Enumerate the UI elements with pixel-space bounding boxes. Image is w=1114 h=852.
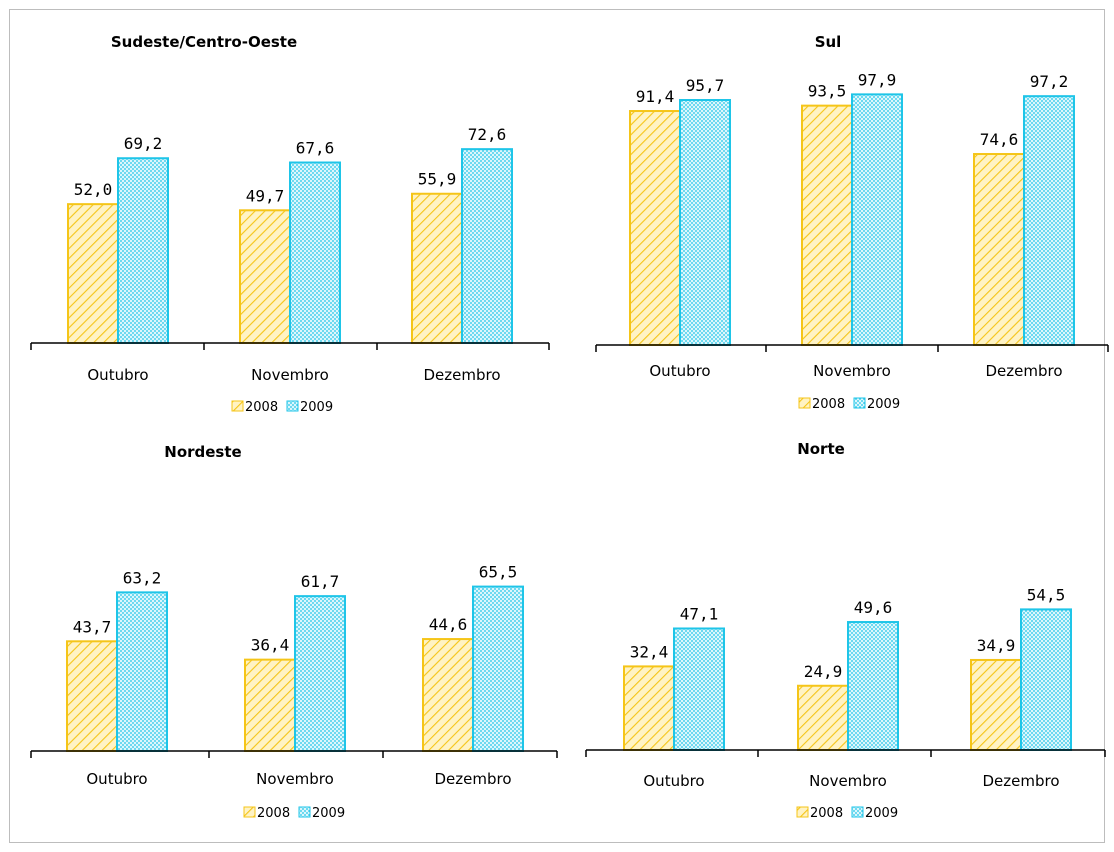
category-label: Outubro [643,772,704,790]
legend-label: 2009 [865,806,898,821]
chart-panel-norte: Norte 32,4 24,9 34,9 47,1 49,6 54,5 Outubro Nove… [585,440,1106,821]
bar-2009-dezembro [1023,95,1075,346]
category-label: Novembro [251,366,329,384]
bar-2008-outubro [67,203,119,344]
category-label: Outubro [86,770,147,788]
category-label: Novembro [809,772,887,790]
data-label: 65,5 [479,563,518,582]
bar-2008-outubro [623,665,675,752]
data-label: 34,9 [977,636,1016,655]
category-label: Dezembro [423,366,500,384]
data-label: 97,2 [1030,72,1069,91]
bar-2008-novembro [801,104,853,346]
chart-title: Sul [815,33,842,51]
chart-title: Sudeste/Centro-Oeste [111,33,297,51]
bar-2008-outubro [66,640,118,752]
bar-2009-outubro [116,591,168,752]
chart-frame [9,9,1105,843]
data-label: 55,9 [418,170,457,189]
data-label: 43,7 [73,617,112,636]
bar-2008-outubro [629,110,681,346]
bar-2009-novembro [851,93,903,346]
bar-2008-dezembro [970,658,1022,751]
legend-label: 2008 [245,400,278,415]
data-label: 52,0 [74,180,113,199]
category-label: Dezembro [985,362,1062,380]
bar-2009-dezembro [472,585,524,752]
bar-2009-outubro [117,157,169,344]
data-label: 61,7 [301,572,340,591]
legend-swatch-2008 [231,400,244,412]
chart-panel-sul: Sul 91,4 93,5 74,6 95,7 97,9 97,2 Outubro Novemb… [595,33,1109,412]
data-label: 74,6 [980,130,1019,149]
bar-2009-dezembro [1020,608,1072,751]
legend-swatch-2009 [298,806,311,818]
data-label: 36,4 [251,636,290,655]
legend-label: 2009 [300,400,333,415]
bar-2008-novembro [239,209,291,344]
bar-2009-dezembro [461,148,513,344]
bar-2008-dezembro [973,153,1025,346]
legend-swatch-2009 [853,397,866,409]
legend-swatch-2008 [796,806,809,818]
data-label: 69,2 [124,134,163,153]
legend-swatch-2009 [851,806,864,818]
data-label: 95,7 [686,76,725,95]
bar-2008-novembro [797,684,849,751]
data-label: 24,9 [804,662,843,681]
bar-2009-novembro [847,621,899,751]
category-label: Dezembro [434,770,511,788]
bar-2009-novembro [289,161,341,344]
category-label: Novembro [813,362,891,380]
data-label: 32,4 [630,642,669,661]
data-label: 93,5 [808,82,847,101]
data-label: 91,4 [636,87,675,106]
legend-swatch-2009 [286,400,299,412]
chart-panel-sudeste: Sudeste/Centro-Oeste 52,0 49,7 55,9 69,2 67,6… [30,33,550,415]
bar-2008-dezembro [411,192,463,344]
chart-panel-nordeste: Nordeste 43,7 36,4 44,6 63,2 61,7 65,5 Outubro N… [30,443,558,821]
bar-2009-outubro [673,627,725,751]
category-label: Novembro [256,770,334,788]
data-label: 47,1 [680,604,719,623]
data-label: 97,9 [858,70,897,89]
bar-2009-outubro [679,99,731,347]
data-label: 63,2 [123,568,162,587]
category-label: Outubro [87,366,148,384]
data-label: 49,7 [246,186,285,205]
legend-label: 2008 [257,806,290,821]
bar-2008-dezembro [422,638,474,752]
chart-title: Nordeste [164,443,241,461]
legend-swatch-2008 [243,806,256,818]
chart-title: Norte [797,440,845,458]
legend-label: 2009 [312,806,345,821]
category-label: Outubro [649,362,710,380]
bar-2008-novembro [244,658,296,752]
legend-swatch-2008 [798,397,811,409]
category-label: Dezembro [982,772,1059,790]
bar-2009-novembro [294,595,346,752]
data-label: 72,6 [468,125,507,144]
data-label: 67,6 [296,139,335,158]
legend-label: 2009 [867,397,900,412]
data-label: 44,6 [429,615,468,634]
legend-label: 2008 [810,806,843,821]
legend-label: 2008 [812,397,845,412]
data-label: 54,5 [1027,585,1066,604]
data-label: 49,6 [854,598,893,617]
